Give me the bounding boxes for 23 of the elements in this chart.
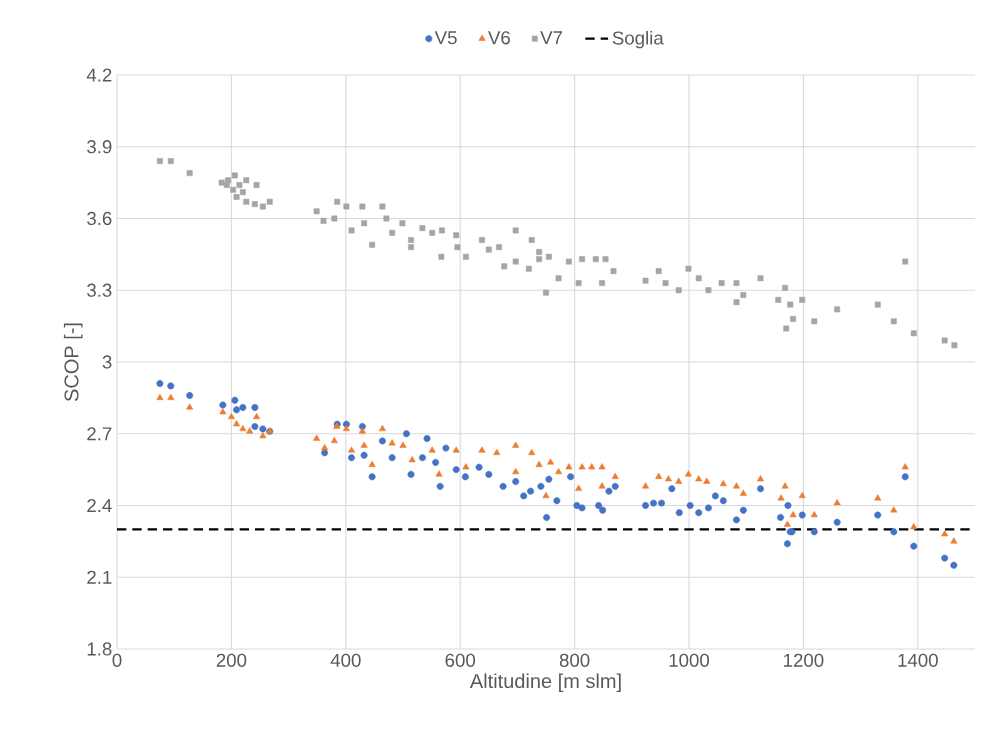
y-tick-label: 2.1 xyxy=(87,570,112,584)
y-tick-label: 3 xyxy=(102,355,112,369)
x-tick-label: 1400 xyxy=(898,653,938,667)
x-tick-label: 1200 xyxy=(784,653,824,667)
legend-label: V6 xyxy=(488,31,510,45)
legend-label: V7 xyxy=(540,31,563,45)
y-tick-label: 1.8 xyxy=(87,642,112,656)
y-tick-label: 2.4 xyxy=(87,498,112,512)
x-axis-title: Altitudine [m slm] xyxy=(469,673,621,693)
legend-label: Soglia xyxy=(612,30,664,49)
y-tick-label: 3.9 xyxy=(87,140,112,154)
y-tick-label: 4.2 xyxy=(86,68,112,82)
x-tick-label: 600 xyxy=(445,653,476,667)
x-tick-label: 1000 xyxy=(669,653,710,667)
x-tick-label: 0 xyxy=(112,653,122,667)
x-tick-label: 200 xyxy=(216,653,247,667)
legend-label: V5 xyxy=(434,31,457,45)
x-tick-label: 400 xyxy=(330,653,361,667)
y-axis-title: SCOP [-] xyxy=(63,323,83,402)
y-tick-label: 3.6 xyxy=(87,211,112,226)
y-tick-label: 2.7 xyxy=(87,427,112,441)
y-tick-label: 3.3 xyxy=(87,283,112,297)
x-tick-label: 800 xyxy=(559,653,590,667)
